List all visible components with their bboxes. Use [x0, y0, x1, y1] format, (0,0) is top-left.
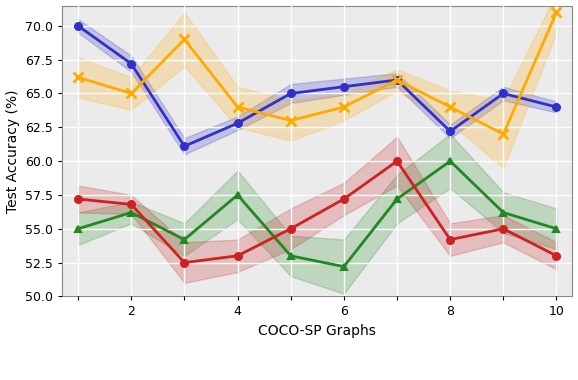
GCN — [234, 193, 241, 197]
UYGAT — [287, 118, 294, 123]
GCN — [128, 210, 135, 215]
Line: UYGCN: UYGCN — [75, 22, 560, 150]
UYGAT — [500, 132, 507, 136]
UYGCN — [394, 78, 401, 82]
Line: GCN: GCN — [75, 158, 560, 270]
GAT — [340, 197, 347, 201]
Line: GAT: GAT — [75, 158, 560, 266]
UYGCN — [128, 62, 135, 66]
GAT — [181, 260, 188, 265]
GCN — [553, 226, 560, 231]
UYGCN — [287, 91, 294, 96]
UYGAT — [340, 105, 347, 109]
GAT — [447, 237, 454, 242]
GCN — [394, 197, 401, 201]
UYGCN — [234, 121, 241, 125]
UYGAT — [128, 91, 135, 96]
X-axis label: COCO-SP Graphs: COCO-SP Graphs — [258, 324, 376, 338]
UYGAT — [394, 78, 401, 82]
GCN — [500, 210, 507, 215]
GCN — [447, 159, 454, 163]
UYGAT — [181, 37, 188, 42]
UYGCN — [553, 105, 560, 109]
GAT — [553, 253, 560, 258]
UYGAT — [447, 105, 454, 109]
GAT — [500, 226, 507, 231]
Y-axis label: Test Accuracy (%): Test Accuracy (%) — [6, 89, 20, 213]
GAT — [234, 253, 241, 258]
GAT — [394, 159, 401, 163]
UYGAT — [234, 105, 241, 109]
UYGAT — [553, 10, 560, 14]
UYGCN — [75, 24, 81, 28]
UYGAT — [75, 75, 81, 79]
GCN — [181, 237, 188, 242]
UYGCN — [181, 144, 188, 149]
UYGCN — [500, 91, 507, 96]
GCN — [287, 253, 294, 258]
GCN — [75, 226, 81, 231]
UYGCN — [340, 84, 347, 89]
UYGCN — [447, 129, 454, 134]
Line: UYGAT: UYGAT — [73, 8, 561, 139]
GAT — [128, 202, 135, 207]
GAT — [75, 197, 81, 201]
GAT — [287, 226, 294, 231]
GCN — [340, 264, 347, 269]
